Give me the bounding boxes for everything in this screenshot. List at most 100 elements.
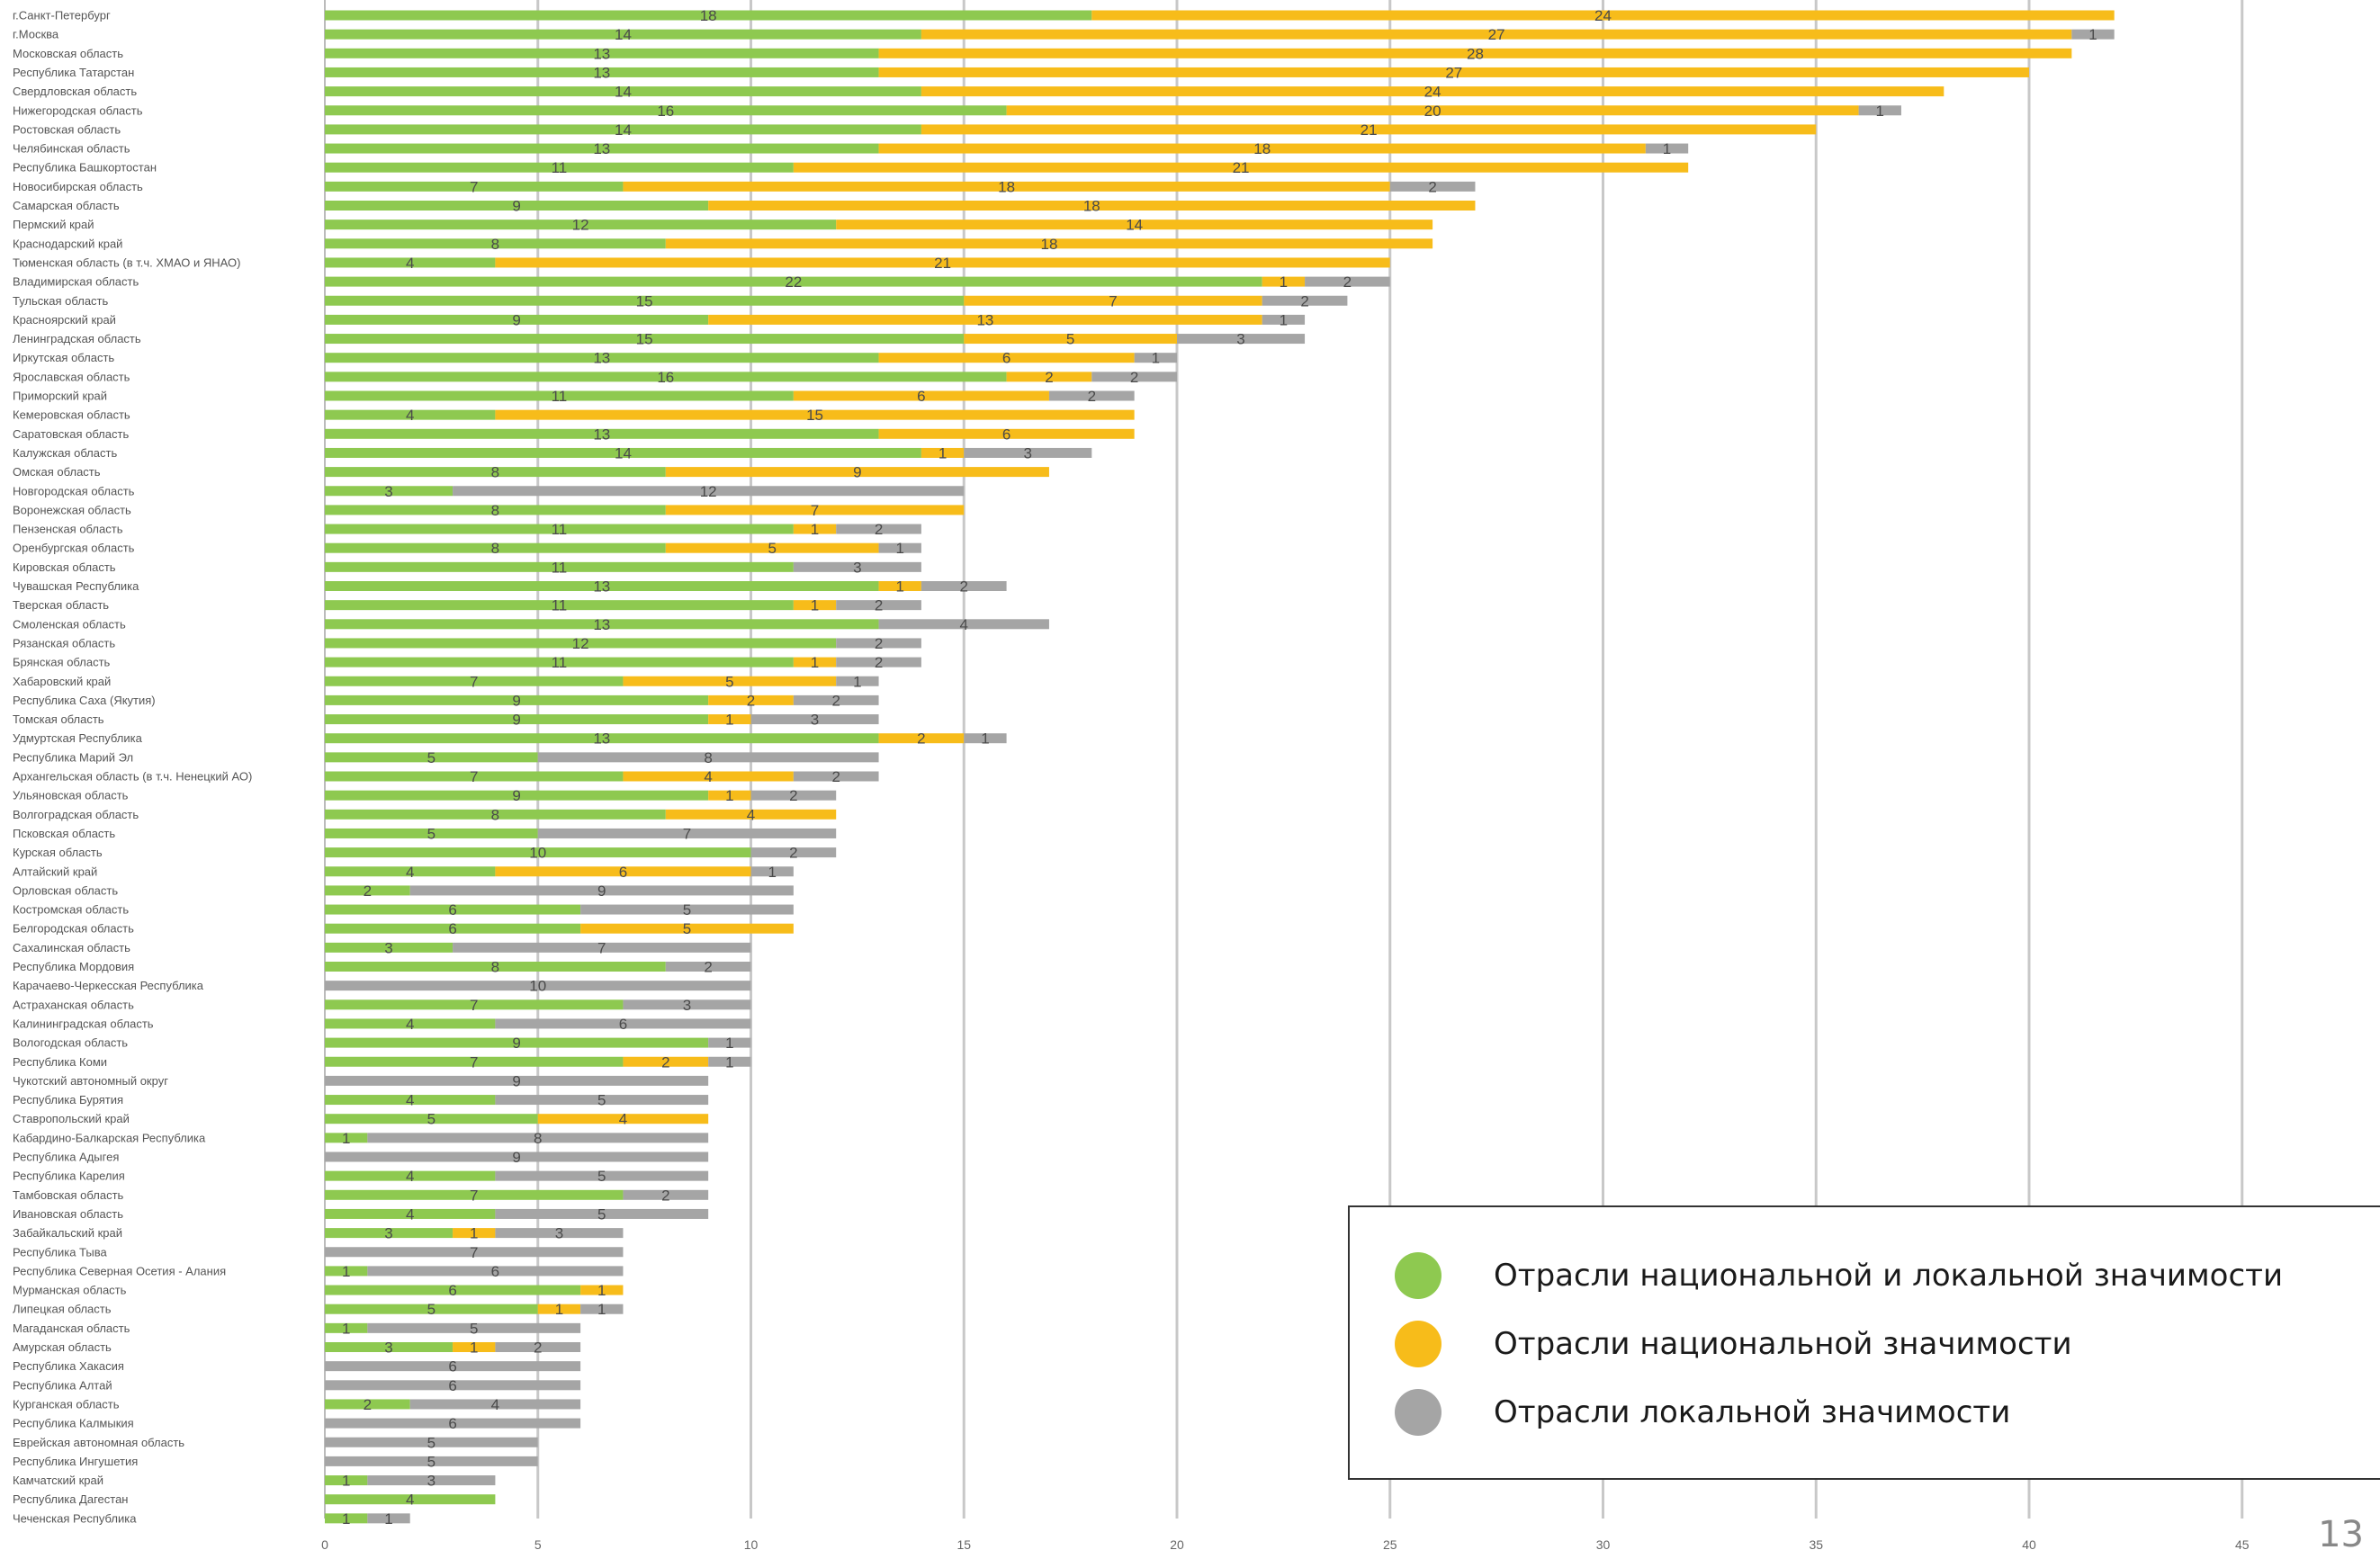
bar-segment-local	[495, 1228, 624, 1239]
legend-label-national-local: Отрасли национальной и локальной значимо…	[1494, 1258, 2284, 1294]
bar-segment-national	[580, 1285, 624, 1295]
bar-segment-national-local	[325, 505, 666, 515]
bar-segment-local	[453, 486, 965, 497]
bar-segment-national-local	[325, 201, 709, 211]
category-label: Архангельская область (в т.ч. Ненецкий А…	[13, 770, 252, 784]
bar-segment-national	[537, 1304, 581, 1314]
x-tick-label: 35	[1809, 1537, 1823, 1552]
category-label: Тульская область	[13, 294, 108, 308]
bar-segment-national	[580, 923, 794, 934]
bar-segment-local	[367, 1266, 624, 1277]
data-label: 7	[470, 673, 478, 690]
data-label: 4	[406, 255, 414, 272]
bar-segment-national	[453, 1228, 496, 1239]
bar-segment-national-local	[325, 1189, 624, 1200]
bar-segment-local	[367, 1133, 709, 1143]
bar-segment-national-local	[325, 143, 879, 154]
data-label: 3	[1236, 331, 1244, 348]
bar-segment-national	[964, 334, 1177, 345]
category-label: Магаданская область	[13, 1322, 130, 1335]
data-label: 21	[1233, 159, 1250, 176]
bar-segment-national-local	[325, 619, 879, 630]
bar-segment-local	[836, 524, 921, 534]
bar-segment-national-local	[325, 1322, 368, 1333]
category-label: Хабаровский край	[13, 675, 111, 688]
category-label: Забайкальский край	[13, 1226, 122, 1240]
bar-segment-local	[453, 942, 751, 953]
bar-segment-national-local	[325, 904, 581, 915]
bar-segment-local	[1858, 105, 1901, 116]
data-label: 2	[1300, 292, 1308, 309]
bar-segment-national	[878, 428, 1135, 439]
data-label: 4	[491, 1396, 499, 1413]
category-label: Ивановская область	[13, 1207, 123, 1221]
bar-segment-national	[1262, 276, 1306, 287]
data-label: 5	[427, 1301, 436, 1318]
data-label: 9	[512, 1035, 520, 1052]
bar-segment-local	[750, 714, 879, 725]
bar-segment-national-local	[325, 942, 454, 953]
data-label: 14	[615, 444, 632, 461]
category-label: Приморский край	[13, 390, 107, 403]
data-label: 11	[552, 521, 568, 538]
category-label: Мурманская область	[13, 1284, 127, 1297]
bar-segment-national	[793, 162, 1689, 173]
data-label: 21	[1361, 121, 1378, 139]
bar-segment-national-local	[325, 390, 794, 401]
bar-segment-national-local	[325, 866, 496, 877]
bar-segment-national	[623, 1056, 709, 1067]
data-label: 3	[384, 1339, 392, 1357]
data-label: 5	[427, 1453, 436, 1470]
data-label: 2	[364, 883, 372, 900]
bar-segment-national	[793, 524, 837, 534]
category-label: Курганская область	[13, 1397, 120, 1411]
bar-segment-local	[495, 1095, 709, 1106]
bar-segment-national	[495, 409, 1135, 420]
bar-segment-national-local	[325, 238, 666, 249]
category-label: Новгородская область	[13, 484, 135, 497]
bar-segment-national-local	[325, 10, 1092, 21]
data-label: 7	[811, 502, 819, 519]
data-label: 7	[1109, 292, 1117, 309]
bar-segment-local	[325, 1380, 581, 1391]
bar-segment-national-local	[325, 999, 624, 1010]
data-label: 15	[636, 292, 653, 309]
data-label: 3	[384, 939, 392, 956]
category-label: Ярославская область	[13, 370, 130, 383]
data-label: 7	[470, 1187, 478, 1204]
bar-segment-local	[325, 1075, 709, 1086]
data-label: 12	[572, 217, 589, 234]
bar-segment-national	[708, 694, 794, 705]
category-label: Удмуртская Республика	[13, 731, 143, 745]
data-label: 2	[1130, 369, 1138, 386]
data-label: 9	[512, 198, 520, 215]
data-label: 1	[384, 1510, 392, 1528]
data-label: 1	[597, 1282, 606, 1299]
data-label: 8	[491, 236, 499, 253]
bar-segment-local	[537, 752, 879, 763]
x-tick-label: 5	[534, 1537, 542, 1552]
legend-item-national-local: Отрасли национальной и локальной значимо…	[1395, 1252, 2283, 1299]
data-label: 2	[1045, 369, 1053, 386]
bar-segment-national-local	[325, 1304, 538, 1314]
data-label: 4	[406, 864, 414, 881]
data-label: 5	[470, 1320, 478, 1337]
data-label: 2	[831, 692, 840, 709]
data-label: 2	[875, 635, 883, 652]
data-label: 4	[619, 1111, 627, 1128]
data-label: 4	[406, 1205, 414, 1223]
data-label: 11	[552, 559, 568, 576]
data-label: 6	[917, 388, 925, 405]
bar-segment-local	[1645, 143, 1689, 154]
data-label: 1	[811, 654, 819, 671]
data-label: 5	[597, 1205, 606, 1223]
bar-segment-national-local	[325, 181, 624, 192]
category-label: Псковская область	[13, 827, 115, 840]
category-label: Иркутская область	[13, 351, 114, 364]
category-label: Еврейская автономная область	[13, 1436, 184, 1449]
category-label: Ростовская область	[13, 122, 121, 136]
data-label: 1	[1280, 273, 1288, 291]
category-label: Пензенская область	[13, 523, 123, 536]
data-label: 6	[448, 1377, 456, 1394]
bar-segment-national-local	[325, 486, 454, 497]
